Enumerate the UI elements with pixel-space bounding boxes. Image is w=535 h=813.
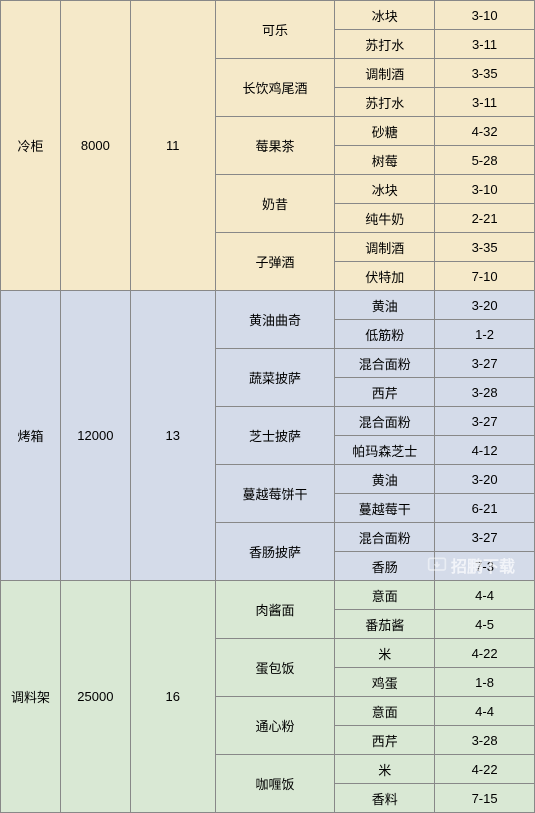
ingredient-name: 苏打水 [335,30,435,59]
ingredient-name: 西芹 [335,378,435,407]
ingredient-code: 7-15 [435,784,535,813]
ingredient-name: 树莓 [335,146,435,175]
ingredient-code: 3-27 [435,407,535,436]
dish-name: 奶昔 [215,175,335,233]
equipment-name: 调料架 [1,581,61,813]
ingredient-code: 3-35 [435,233,535,262]
ingredient-code: 4-22 [435,755,535,784]
ingredient-name: 番茄酱 [335,610,435,639]
ingredient-code: 3-20 [435,465,535,494]
ingredient-name: 伏特加 [335,262,435,291]
dish-name: 可乐 [215,1,335,59]
ingredient-code: 4-4 [435,581,535,610]
ingredient-name: 香肠 [335,552,435,581]
ingredient-code: 6-21 [435,494,535,523]
ingredient-name: 混合面粉 [335,349,435,378]
ingredient-code: 3-10 [435,175,535,204]
ingredient-name: 混合面粉 [335,407,435,436]
equipment-price: 12000 [60,291,130,581]
ingredient-code: 3-27 [435,349,535,378]
dish-name: 蛋包饭 [215,639,335,697]
ingredient-name: 黄油 [335,291,435,320]
ingredient-code: 4-22 [435,639,535,668]
ingredient-code: 1-8 [435,668,535,697]
ingredient-code: 3-27 [435,523,535,552]
dish-name: 芝士披萨 [215,407,335,465]
ingredient-name: 蔓越莓干 [335,494,435,523]
equipment-price: 25000 [60,581,130,813]
ingredient-code: 3-28 [435,726,535,755]
ingredient-code: 7-10 [435,262,535,291]
ingredient-code: 3-10 [435,1,535,30]
ingredient-code: 3-35 [435,59,535,88]
equipment-level: 11 [130,1,215,291]
ingredient-code: 3-20 [435,291,535,320]
ingredient-name: 砂糖 [335,117,435,146]
equipment-name: 冷柜 [1,1,61,291]
dish-name: 咖喱饭 [215,755,335,813]
dish-name: 莓果茶 [215,117,335,175]
dish-name: 肉酱面 [215,581,335,639]
ingredient-name: 意面 [335,581,435,610]
table-row: 烤箱1200013黄油曲奇黄油3-20 [1,291,535,320]
ingredient-code: 3-11 [435,30,535,59]
ingredient-code: 3-11 [435,88,535,117]
dish-name: 蔬菜披萨 [215,349,335,407]
ingredient-name: 冰块 [335,175,435,204]
dish-name: 长饮鸡尾酒 [215,59,335,117]
ingredient-code: 2-21 [435,204,535,233]
ingredient-name: 香料 [335,784,435,813]
dish-name: 蔓越莓饼干 [215,465,335,523]
ingredient-code: 7-3 [435,552,535,581]
ingredient-name: 纯牛奶 [335,204,435,233]
ingredient-code: 5-28 [435,146,535,175]
ingredient-code: 3-28 [435,378,535,407]
table-row: 冷柜800011可乐冰块3-10 [1,1,535,30]
ingredient-name: 米 [335,639,435,668]
equipment-table: 冷柜800011可乐冰块3-10苏打水3-11长饮鸡尾酒调制酒3-35苏打水3-… [0,0,535,813]
ingredient-code: 4-5 [435,610,535,639]
ingredient-name: 米 [335,755,435,784]
dish-name: 子弹酒 [215,233,335,291]
ingredient-name: 黄油 [335,465,435,494]
equipment-level: 16 [130,581,215,813]
ingredient-code: 4-4 [435,697,535,726]
ingredient-name: 西芹 [335,726,435,755]
ingredient-name: 帕玛森芝士 [335,436,435,465]
ingredient-name: 意面 [335,697,435,726]
ingredient-name: 调制酒 [335,59,435,88]
dish-name: 香肠披萨 [215,523,335,581]
ingredient-code: 1-2 [435,320,535,349]
ingredient-name: 苏打水 [335,88,435,117]
table-row: 调料架2500016肉酱面意面4-4 [1,581,535,610]
dish-name: 通心粉 [215,697,335,755]
ingredient-name: 低筋粉 [335,320,435,349]
equipment-price: 8000 [60,1,130,291]
ingredient-code: 4-12 [435,436,535,465]
ingredient-name: 鸡蛋 [335,668,435,697]
dish-name: 黄油曲奇 [215,291,335,349]
equipment-name: 烤箱 [1,291,61,581]
ingredient-name: 调制酒 [335,233,435,262]
ingredient-name: 冰块 [335,1,435,30]
ingredient-code: 4-32 [435,117,535,146]
equipment-level: 13 [130,291,215,581]
ingredient-name: 混合面粉 [335,523,435,552]
